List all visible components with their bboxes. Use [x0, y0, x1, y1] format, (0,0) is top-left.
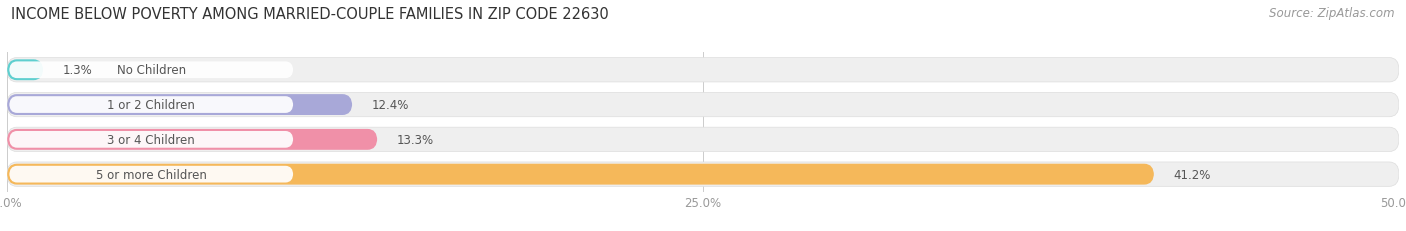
- Text: 13.3%: 13.3%: [396, 133, 434, 146]
- Text: No Children: No Children: [117, 64, 186, 77]
- FancyBboxPatch shape: [10, 97, 294, 113]
- FancyBboxPatch shape: [7, 60, 44, 81]
- Text: 5 or more Children: 5 or more Children: [96, 168, 207, 181]
- Text: Source: ZipAtlas.com: Source: ZipAtlas.com: [1270, 7, 1395, 20]
- Text: 3 or 4 Children: 3 or 4 Children: [107, 133, 195, 146]
- Text: 41.2%: 41.2%: [1174, 168, 1211, 181]
- FancyBboxPatch shape: [7, 164, 1154, 185]
- Text: INCOME BELOW POVERTY AMONG MARRIED-COUPLE FAMILIES IN ZIP CODE 22630: INCOME BELOW POVERTY AMONG MARRIED-COUPL…: [11, 7, 609, 22]
- FancyBboxPatch shape: [7, 162, 1399, 187]
- Text: 1 or 2 Children: 1 or 2 Children: [107, 99, 195, 112]
- Text: 12.4%: 12.4%: [371, 99, 409, 112]
- Text: 1.3%: 1.3%: [63, 64, 93, 77]
- FancyBboxPatch shape: [10, 131, 294, 148]
- FancyBboxPatch shape: [7, 93, 1399, 117]
- FancyBboxPatch shape: [10, 166, 294, 183]
- FancyBboxPatch shape: [7, 129, 377, 150]
- FancyBboxPatch shape: [10, 62, 294, 79]
- FancyBboxPatch shape: [7, 58, 1399, 83]
- FancyBboxPatch shape: [7, 128, 1399, 152]
- FancyBboxPatch shape: [7, 95, 353, 116]
